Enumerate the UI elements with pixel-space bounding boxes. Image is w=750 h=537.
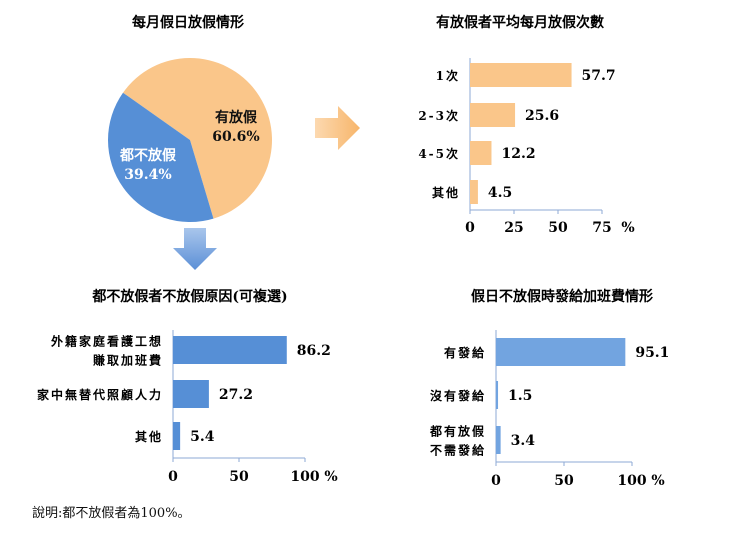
- pie-slice: [122, 58, 273, 219]
- bar-chart-title: 都不放假者不放假原因(可複選): [91, 288, 287, 305]
- x-axis-unit: %: [621, 220, 634, 236]
- bar-chart-title: 假日不放假時發給加班費情形: [471, 288, 653, 305]
- x-tick-label: 50: [229, 469, 249, 485]
- pie-slice-value: 60.6%: [212, 129, 259, 145]
- bar: [496, 381, 499, 409]
- bar-value-label: 57.7: [582, 68, 616, 84]
- bar-value-label: 27.2: [219, 387, 253, 403]
- x-axis-unit: %: [324, 469, 337, 485]
- pie-slice: [108, 92, 214, 223]
- category-label: 有發給: [444, 345, 486, 360]
- bar: [470, 141, 492, 165]
- x-tick-label: 75: [592, 220, 611, 236]
- bar: [173, 422, 181, 450]
- category-label: 其他: [432, 185, 460, 200]
- bar-chart-title: 有放假者平均每月放假次數: [436, 14, 604, 31]
- x-tick-label: 0: [168, 469, 178, 485]
- pie-title: 每月假日放假情形: [132, 14, 244, 31]
- bar: [470, 103, 516, 127]
- bar-value-label: 5.4: [190, 429, 215, 445]
- bar: [470, 180, 478, 204]
- category-label: 外籍家庭看護工想: [51, 334, 163, 349]
- category-label: 不需發給: [430, 443, 486, 458]
- bar-value-label: 25.6: [525, 108, 559, 124]
- bar-value-label: 3.4: [511, 433, 536, 449]
- category-label: 其他: [135, 429, 163, 444]
- x-tick-label: 25: [504, 220, 523, 236]
- x-tick-label: 0: [465, 220, 475, 236]
- x-axis-unit: %: [651, 473, 664, 489]
- category-label: 都有放假: [429, 424, 486, 439]
- x-tick-label: 100: [290, 469, 319, 485]
- category-label: 1次: [436, 68, 460, 83]
- x-tick-label: 50: [548, 220, 568, 236]
- bar: [496, 338, 626, 366]
- bar-value-label: 1.5: [508, 388, 532, 404]
- bar-value-label: 12.2: [501, 146, 535, 162]
- bar: [173, 336, 287, 364]
- category-label: 賺取加班費: [93, 353, 163, 368]
- bar: [470, 63, 572, 87]
- bar-value-label: 4.5: [488, 185, 512, 201]
- x-tick-label: 0: [491, 473, 501, 489]
- pie-slice-value: 39.4%: [124, 167, 171, 183]
- pie-slice-label: 有放假: [215, 109, 258, 126]
- category-label: 4-5次: [418, 146, 460, 161]
- footnote: 說明:都不放假者為100%。: [32, 506, 191, 521]
- category-label: 2-3次: [418, 108, 460, 123]
- bar: [496, 426, 501, 454]
- category-label: 家中無替代照顧人力: [37, 387, 163, 402]
- bar-value-label: 95.1: [635, 345, 669, 361]
- arrow-right-icon: [315, 106, 360, 150]
- pie-slice-label: 都不放假: [119, 147, 177, 164]
- bar: [173, 380, 209, 408]
- arrow-down-icon: [173, 228, 217, 270]
- x-tick-label: 100: [617, 473, 646, 489]
- x-tick-label: 50: [554, 473, 574, 489]
- category-label: 沒有發給: [430, 388, 486, 403]
- bar-value-label: 86.2: [297, 343, 331, 359]
